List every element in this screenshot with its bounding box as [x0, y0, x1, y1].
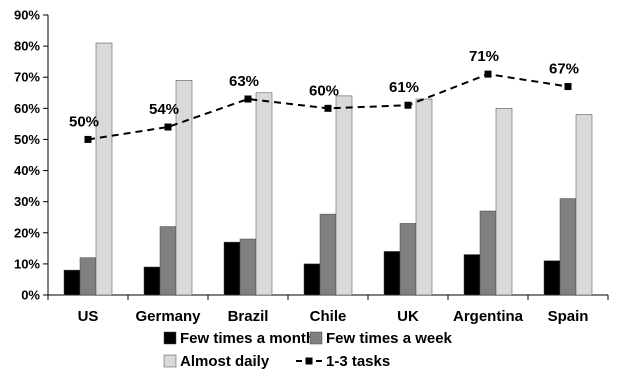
x-tick-label: Brazil	[228, 308, 269, 325]
line-point	[244, 95, 252, 103]
data-label: 67%	[549, 61, 579, 78]
bar-few-times-a-week	[159, 226, 177, 296]
line-series: 50% 54% 63% 60% 61% 71% 67%	[69, 48, 579, 143]
line-point	[404, 101, 412, 109]
legend-label: 1-3 tasks	[326, 353, 390, 370]
x-tick-label: Spain	[548, 308, 589, 325]
legend-swatch	[163, 331, 177, 345]
bar-few-times-a-month	[543, 260, 561, 296]
bar-almost-daily	[95, 42, 113, 296]
bar-few-times-a-month	[223, 241, 241, 296]
line-point	[484, 70, 492, 78]
legend-item-almost-daily: Almost daily	[163, 353, 270, 370]
line-point	[564, 83, 572, 91]
data-label: 54%	[149, 101, 179, 118]
data-label: 50%	[69, 113, 99, 130]
bar-almost-daily	[415, 98, 433, 296]
legend: Few times a month Few times a week Almost …	[163, 330, 453, 370]
line-point	[324, 104, 332, 112]
y-tick-label: 60%	[14, 101, 40, 116]
y-tick-label: 40%	[14, 163, 40, 178]
bar-few-times-a-week	[79, 257, 97, 296]
legend-item-few-times-a-month: Few times a month	[163, 330, 315, 347]
legend-item-1-3-tasks: 1-3 tasks	[296, 353, 390, 370]
bar-few-times-a-week	[399, 223, 417, 296]
x-tick-label: Argentina	[453, 308, 524, 325]
y-tick-label: 30%	[14, 194, 40, 209]
legend-swatch	[309, 331, 323, 345]
bar-few-times-a-month	[303, 263, 321, 296]
legend-marker	[305, 357, 313, 365]
bar-few-times-a-week	[559, 198, 577, 296]
y-tick-label: 0%	[21, 288, 40, 303]
bar-almost-daily	[575, 114, 593, 296]
legend-item-few-times-a-week: Few times a week	[309, 330, 453, 347]
bar-almost-daily	[255, 92, 273, 296]
bar-almost-daily	[495, 108, 513, 296]
data-label: 60%	[309, 82, 339, 99]
y-tick-label: 70%	[14, 70, 40, 85]
line-point	[164, 123, 172, 131]
x-axis: US Germany Brazil Chile UK Argentina Spain	[47, 294, 609, 325]
y-tick-label: 50%	[14, 132, 40, 147]
line-point	[84, 135, 92, 143]
y-axis: 0% 10% 20% 30% 40% 50% 60% 70% 80% 90%	[14, 8, 49, 303]
bars	[63, 42, 593, 296]
y-tick-label: 10%	[14, 256, 40, 271]
y-tick-label: 90%	[14, 8, 40, 23]
legend-label: Few times a week	[326, 330, 453, 347]
data-label: 63%	[229, 73, 259, 90]
data-label: 61%	[389, 79, 419, 96]
x-tick-label: UK	[397, 308, 419, 325]
data-label: 71%	[469, 48, 499, 65]
bar-few-times-a-month	[463, 254, 481, 296]
legend-swatch	[163, 354, 177, 368]
bar-few-times-a-week	[479, 210, 497, 296]
bar-few-times-a-week	[239, 238, 257, 296]
y-tick-label: 80%	[14, 39, 40, 54]
bar-almost-daily	[175, 80, 193, 296]
bar-almost-daily	[335, 95, 353, 296]
bar-few-times-a-month	[63, 269, 81, 296]
legend-label: Few times a month	[180, 330, 315, 347]
bar-few-times-a-week	[319, 213, 337, 296]
bar-few-times-a-month	[143, 266, 161, 296]
x-tick-label: US	[78, 308, 99, 325]
x-tick-label: Chile	[310, 308, 347, 325]
x-tick-label: Germany	[135, 308, 201, 325]
legend-label: Almost daily	[180, 353, 270, 370]
bar-few-times-a-month	[383, 251, 401, 296]
y-tick-label: 20%	[14, 225, 40, 240]
